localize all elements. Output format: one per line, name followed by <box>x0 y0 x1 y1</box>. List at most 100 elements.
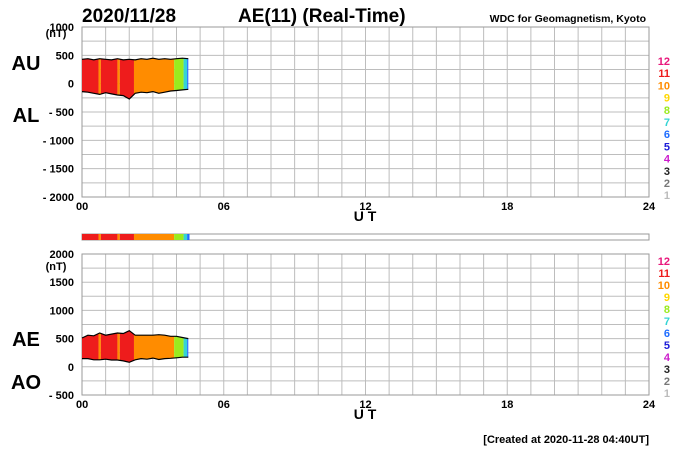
au-al-y-unit: (nT) <box>46 28 67 40</box>
activity-fill-segment <box>174 58 184 99</box>
y-tick-label: 0 <box>68 79 74 91</box>
au-al-series-lines <box>81 57 189 100</box>
y-tick-label: 1000 <box>50 22 74 34</box>
activity-strip-segment <box>117 234 120 240</box>
activity-strip-segment <box>119 234 134 240</box>
au-al-grid <box>81 26 650 198</box>
legend-level-label: 2 <box>664 178 670 190</box>
activity-fill-segment <box>187 330 189 363</box>
x-tick-label: 24 <box>643 399 656 411</box>
au-al-x-tick-labels: 00 06 12 18 24 <box>76 201 656 213</box>
x-tick-label: 12 <box>359 201 371 213</box>
activity-fill-segment <box>117 58 120 99</box>
legend-level-label: 4 <box>664 352 671 364</box>
plot-frame <box>81 26 650 198</box>
activity-fill-segment <box>82 58 99 99</box>
legend-level-label: 8 <box>664 105 670 117</box>
legend-level-label: 6 <box>664 129 670 141</box>
legend-level-label: 11 <box>658 268 670 280</box>
legend-level-label: 1 <box>664 190 670 202</box>
legend-level-label: 12 <box>658 256 670 268</box>
legend-level-label: 1 <box>664 388 670 400</box>
y-tick-label: - 1500 <box>43 164 74 176</box>
activity-fill-segments <box>82 330 189 363</box>
x-tick-label: 12 <box>359 399 371 411</box>
activity-fill-segment <box>119 58 134 99</box>
x-tick-label: 24 <box>643 201 656 213</box>
x-tick-label: 00 <box>76 201 88 213</box>
activity-strip-segments <box>82 234 190 240</box>
legend-level-label: 12 <box>658 56 670 68</box>
x-tick-label: 18 <box>501 399 513 411</box>
legend-level-label: 9 <box>664 93 670 105</box>
activity-strip-segment <box>183 234 188 240</box>
legend-level-label: 7 <box>664 316 670 328</box>
y-tick-label: - 500 <box>49 390 74 402</box>
activity-fill-segment <box>183 58 188 99</box>
activity-fill-segment <box>98 330 101 363</box>
legend-level-label: 6 <box>664 328 670 340</box>
legend-level-label: 2 <box>664 376 670 388</box>
y-tick-label: 500 <box>56 50 74 62</box>
x-tick-label: 06 <box>218 201 230 213</box>
legend-level-label: 9 <box>664 292 670 304</box>
ae-ao-y-tick-labels: 2000 1500 1000 500 0 - 500 <box>49 249 74 402</box>
lower-series-line <box>82 356 189 363</box>
ae-ao-y-unit: (nT) <box>46 261 67 273</box>
legend-level-label: 8 <box>664 304 670 316</box>
activity-fill-segment <box>100 58 118 99</box>
au-al-y-tick-labels: 1000 500 0 - 500 - 1000 - 1500 - 2000 <box>43 22 74 204</box>
legend-level-label: 5 <box>664 340 670 352</box>
au-al-x-axis-label: U T <box>354 208 377 224</box>
ae-ao-activity-fill <box>82 330 189 363</box>
activity-fill-segment <box>100 330 118 363</box>
chart-title: AE(11) (Real-Time) <box>238 6 406 27</box>
y-tick-label: - 2000 <box>43 192 74 204</box>
upper-series-line <box>81 330 189 340</box>
ae-ao-x-axis-label: U T <box>354 406 377 422</box>
activity-strip-segment <box>100 234 118 240</box>
legend-level-label: 5 <box>664 141 670 153</box>
legend-level-label: 3 <box>664 364 670 376</box>
y-tick-label: - 500 <box>49 107 74 119</box>
created-timestamp: [Created at 2020-11-28 04:40UT] <box>483 434 649 446</box>
y-tick-label: - 1000 <box>43 135 74 147</box>
legend-level-label: 11 <box>658 68 670 80</box>
al-label: AL <box>13 105 40 127</box>
legend-level-label: 4 <box>664 154 671 166</box>
x-tick-label: 00 <box>76 399 88 411</box>
activity-strip-segment <box>82 234 99 240</box>
y-tick-label: 1000 <box>50 305 74 317</box>
activity-strip <box>81 233 650 241</box>
legend-level-label: 10 <box>658 280 670 292</box>
ae-label: AE <box>12 329 40 351</box>
legend-level-label: 3 <box>664 166 670 178</box>
x-tick-label: 06 <box>218 399 230 411</box>
activity-strip-segment <box>133 234 175 240</box>
au-label: AU <box>12 53 41 75</box>
activity-fill-segment <box>187 58 189 99</box>
activity-fill-segment <box>183 330 188 363</box>
y-tick-label: 500 <box>56 334 74 346</box>
activity-fill-segment <box>82 330 99 363</box>
ao-label: AO <box>11 372 41 394</box>
activity-fill-segment <box>119 330 134 363</box>
legend-level-label: 10 <box>658 80 670 92</box>
activity-strip-segment <box>187 234 190 240</box>
x-tick-label: 18 <box>501 201 513 213</box>
activity-fill-segment <box>98 58 101 99</box>
plot-frame <box>81 253 650 396</box>
ae-ao-grid <box>81 253 650 396</box>
activity-fill-segment <box>174 330 184 363</box>
legend-level-label: 7 <box>664 117 670 129</box>
chart-date: 2020/11/28 <box>82 6 176 27</box>
y-tick-label: 0 <box>68 362 74 374</box>
source-label: WDC for Geomagnetism, Kyoto <box>490 13 646 25</box>
activity-strip-segment <box>98 234 101 240</box>
y-tick-label: 1500 <box>50 277 74 289</box>
